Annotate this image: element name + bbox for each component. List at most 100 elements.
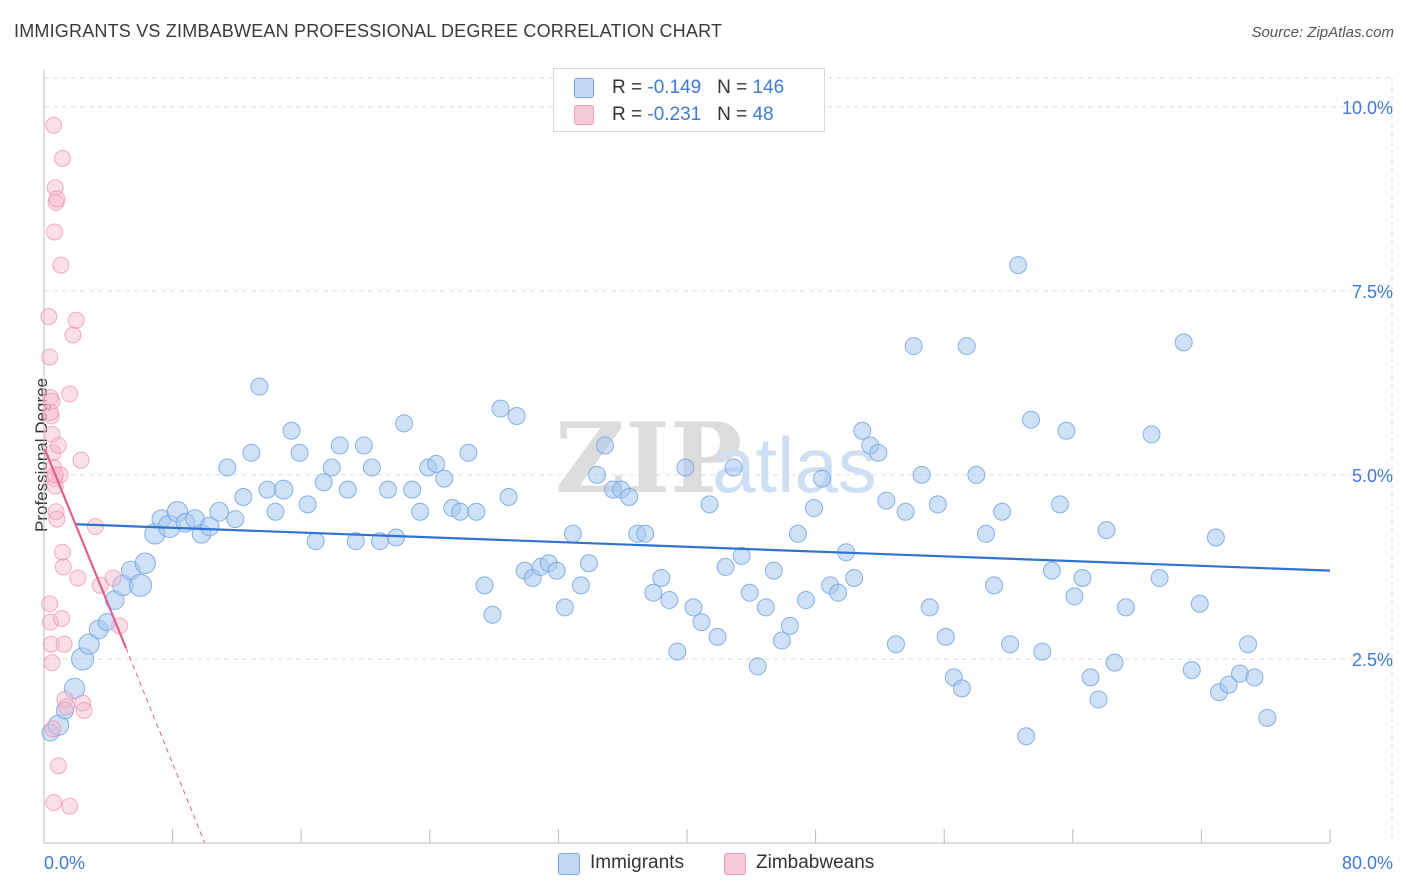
y-tick-label: 10.0% — [1342, 98, 1393, 118]
immigrants-point — [1081, 668, 1100, 687]
immigrants-point — [1089, 690, 1108, 709]
immigrants-point — [306, 532, 325, 551]
zimbabweans-point — [72, 451, 90, 469]
immigrants-point — [78, 633, 100, 655]
immigrants-point — [764, 561, 783, 580]
immigrants-point — [379, 480, 398, 499]
immigrants-point — [976, 524, 995, 543]
grid-lines — [44, 77, 1393, 843]
zimbabweans-point — [58, 698, 76, 716]
immigrants-point — [475, 576, 494, 595]
immigrants-point — [362, 458, 381, 477]
immigrants-point — [1057, 421, 1076, 440]
zimbabweans-point — [43, 425, 61, 443]
immigrants-point — [282, 421, 301, 440]
zimbabweans-point — [49, 436, 67, 454]
immigrants-point — [985, 576, 1004, 595]
immigrants-point — [1009, 256, 1028, 275]
immigrants-point — [993, 502, 1012, 521]
immigrants-point — [1206, 528, 1225, 547]
immigrants-point — [451, 502, 470, 521]
zimbabweans-point — [53, 609, 71, 627]
zimbabweans-point — [61, 797, 79, 815]
zimbabweans-point — [41, 348, 59, 366]
immigrants-point — [1065, 587, 1084, 606]
immigrants-point — [1033, 642, 1052, 661]
immigrants-point — [957, 337, 976, 356]
zimbabweans-point — [41, 595, 59, 613]
immigrants-point — [896, 502, 915, 521]
immigrants-point — [547, 561, 566, 580]
immigrants-point — [63, 677, 86, 700]
immigrants-point — [411, 502, 430, 521]
immigrants-point — [636, 524, 655, 543]
zimbabweans-point — [46, 179, 64, 197]
zimbabweans-point — [69, 569, 87, 587]
zimbabweans-point — [64, 326, 82, 344]
y-tick-label: 5.0% — [1352, 466, 1393, 486]
immigrants-point — [555, 598, 574, 617]
immigrants-point — [788, 524, 807, 543]
immigrants-point — [644, 583, 663, 602]
immigrants-point — [772, 631, 791, 650]
immigrants-point — [1017, 727, 1036, 746]
immigrants-point — [234, 487, 253, 506]
chart-title: IMMIGRANTS VS ZIMBABWEAN PROFESSIONAL DE… — [14, 21, 723, 41]
immigrants-point — [904, 337, 923, 356]
zimbabweans-point — [41, 403, 59, 421]
immigrants-r-label: R = — [612, 77, 648, 98]
zimbabweans-point — [43, 392, 61, 410]
immigrants-point — [579, 554, 598, 573]
immigrants-point — [596, 436, 615, 455]
immigrants-point — [920, 598, 939, 617]
immigrants-point — [1042, 561, 1061, 580]
immigrants-point — [298, 495, 317, 514]
zimbabweans-trend-line — [43, 448, 128, 649]
zimbabweans-point — [61, 385, 79, 403]
immigrants-point — [952, 679, 971, 698]
immigrants-point — [571, 576, 590, 595]
immigrants-point — [780, 616, 799, 635]
x-tick-label-min: 0.0% — [44, 853, 85, 873]
immigrants-point — [1097, 521, 1116, 540]
immigrants-point — [1116, 598, 1135, 617]
immigrants-point — [804, 499, 823, 518]
immigrants-point — [1174, 333, 1193, 352]
immigrants-point — [427, 454, 446, 473]
immigrants-point — [128, 573, 152, 597]
immigrants-point — [853, 421, 872, 440]
immigrants-point — [1190, 594, 1209, 613]
bottom-zimbabweans-swatch — [724, 853, 746, 875]
zimbabweans-point — [86, 517, 104, 535]
y-tick-label: 7.5% — [1352, 282, 1393, 302]
immigrants-point — [209, 501, 230, 522]
immigrants-point — [886, 635, 905, 654]
immigrants-point — [660, 591, 679, 610]
immigrants-point — [258, 480, 277, 499]
immigrants-point — [1022, 410, 1041, 429]
bottom-immigrants-swatch — [558, 853, 580, 875]
immigrants-point — [928, 495, 947, 514]
immigrants-point — [563, 524, 582, 543]
y-tick-label: 2.5% — [1352, 650, 1393, 670]
immigrants-point — [1258, 708, 1277, 727]
watermark: ZIP atlas — [555, 402, 877, 515]
immigrants-point — [1245, 668, 1264, 687]
zimbabweans-points — [40, 116, 129, 815]
immigrants-point — [684, 598, 703, 617]
immigrants-point — [587, 465, 606, 484]
immigrants-point — [218, 458, 237, 477]
immigrants-point — [403, 480, 422, 499]
zimbabweans-point — [43, 654, 61, 672]
zimbabweans-point — [48, 510, 66, 528]
immigrants-point — [1105, 653, 1124, 672]
zimbabweans-point — [41, 613, 59, 631]
immigrants-point — [1142, 425, 1161, 444]
immigrants-point — [134, 552, 156, 574]
immigrants-point — [796, 591, 815, 610]
immigrants-point — [676, 458, 695, 477]
zimbabweans-point — [40, 308, 58, 326]
immigrants-point — [732, 546, 751, 565]
immigrants-point — [1219, 675, 1238, 694]
immigrants-point — [668, 642, 687, 661]
